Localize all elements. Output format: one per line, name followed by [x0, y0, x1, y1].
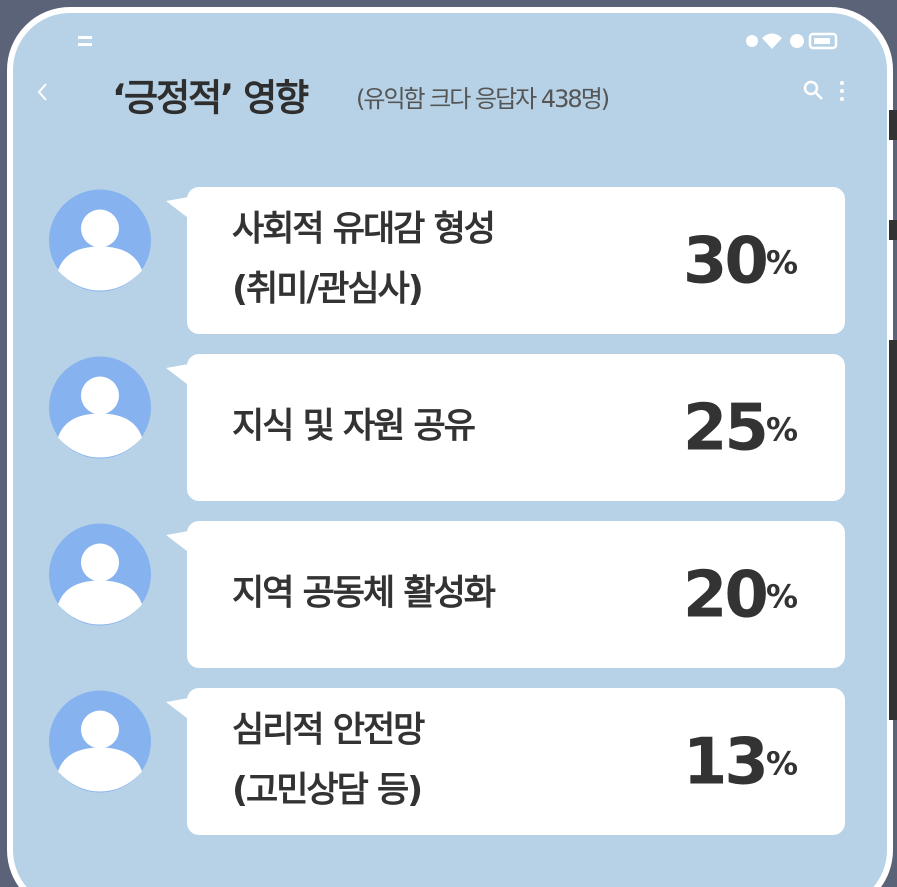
percent-value: 13 [683, 725, 766, 799]
back-button[interactable] [37, 83, 47, 101]
item-label: 지식 및 자원 공유 [232, 407, 475, 447]
status-bar [78, 32, 838, 50]
battery-level [814, 38, 830, 44]
avatar-head [81, 209, 119, 248]
side-button [889, 220, 897, 240]
percent: 25% [683, 391, 798, 465]
item-label: 심리적 안전망 [232, 711, 425, 751]
item-label: 지역 공동체 활성화 [232, 574, 496, 614]
search-button[interactable] [803, 80, 823, 100]
menu-icon [78, 36, 92, 39]
item-label: (취미/관심사) [232, 270, 422, 310]
percent: 20% [683, 558, 798, 632]
subtitle: (유익함 크다 응답자 438명) [356, 85, 609, 113]
bubble [187, 688, 845, 835]
bubble [187, 521, 845, 668]
percent-unit: % [766, 244, 798, 282]
more-button[interactable] [840, 81, 844, 101]
bubble [187, 187, 845, 334]
avatar-body [58, 580, 142, 625]
side-button [889, 340, 897, 720]
percent-unit: % [766, 411, 798, 449]
avatar-body [58, 413, 142, 458]
percent: 30% [683, 224, 798, 298]
avatar-body [58, 747, 142, 792]
battery-icon [808, 32, 838, 50]
menu-icon [78, 43, 92, 46]
wifi-icon [762, 33, 782, 49]
item-label: (고민상담 등) [232, 771, 421, 811]
list-item: 사회적 유대감 형성 (취미/관심사) 30% [49, 187, 845, 334]
side-button [889, 110, 897, 140]
avatar-head [81, 543, 119, 582]
percent-value: 20 [683, 558, 767, 632]
status-icon [790, 34, 804, 48]
avatar-head [81, 376, 119, 415]
bubble [187, 354, 845, 501]
list-item: 지역 공동체 활성화 20% [49, 521, 845, 668]
status-icon [746, 35, 758, 47]
percent-unit: % [766, 578, 798, 616]
avatar-body [58, 246, 142, 291]
percent-unit: % [766, 745, 798, 783]
title: ‘긍정적’ 영향 [112, 77, 309, 120]
percent: 13% [683, 725, 798, 799]
list-item: 심리적 안전망 (고민상담 등) 13% [49, 688, 845, 835]
percent-value: 25 [683, 391, 766, 465]
percent-value: 30 [683, 224, 767, 298]
avatar-head [81, 710, 119, 749]
list-item: 지식 및 자원 공유 25% [49, 354, 845, 501]
item-label: 사회적 유대감 형성 [232, 210, 494, 250]
